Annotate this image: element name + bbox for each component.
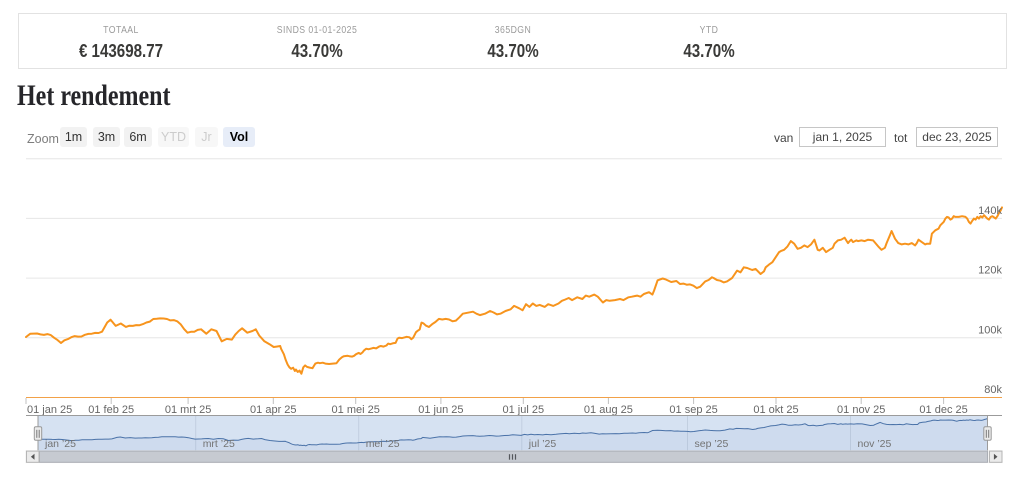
svg-text:01 jan 25: 01 jan 25 xyxy=(27,404,72,416)
svg-text:mrt ’25: mrt ’25 xyxy=(203,438,235,450)
svg-text:120k: 120k xyxy=(978,265,1002,277)
svg-text:01 sep 25: 01 sep 25 xyxy=(669,404,717,416)
svg-text:01 apr 25: 01 apr 25 xyxy=(250,404,296,416)
svg-text:140k: 140k xyxy=(978,205,1002,217)
svg-text:sep ’25: sep ’25 xyxy=(695,438,729,450)
svg-text:mei ’25: mei ’25 xyxy=(366,438,400,450)
svg-text:jul ’25: jul ’25 xyxy=(528,438,557,450)
svg-text:01 mei 25: 01 mei 25 xyxy=(332,404,380,416)
svg-text:01 mrt 25: 01 mrt 25 xyxy=(165,404,211,416)
svg-text:nov ’25: nov ’25 xyxy=(858,438,892,450)
svg-text:01 nov 25: 01 nov 25 xyxy=(837,404,885,416)
svg-text:01 jul 25: 01 jul 25 xyxy=(503,404,545,416)
svg-text:100k: 100k xyxy=(978,324,1002,336)
svg-text:01 aug 25: 01 aug 25 xyxy=(584,404,633,416)
svg-text:01 okt 25: 01 okt 25 xyxy=(753,404,798,416)
svg-text:80k: 80k xyxy=(984,384,1002,396)
svg-text:01 dec 25: 01 dec 25 xyxy=(919,404,967,416)
svg-text:01 jun 25: 01 jun 25 xyxy=(418,404,463,416)
svg-text:01 feb 25: 01 feb 25 xyxy=(88,404,134,416)
svg-text:jan ’25: jan ’25 xyxy=(44,438,76,450)
